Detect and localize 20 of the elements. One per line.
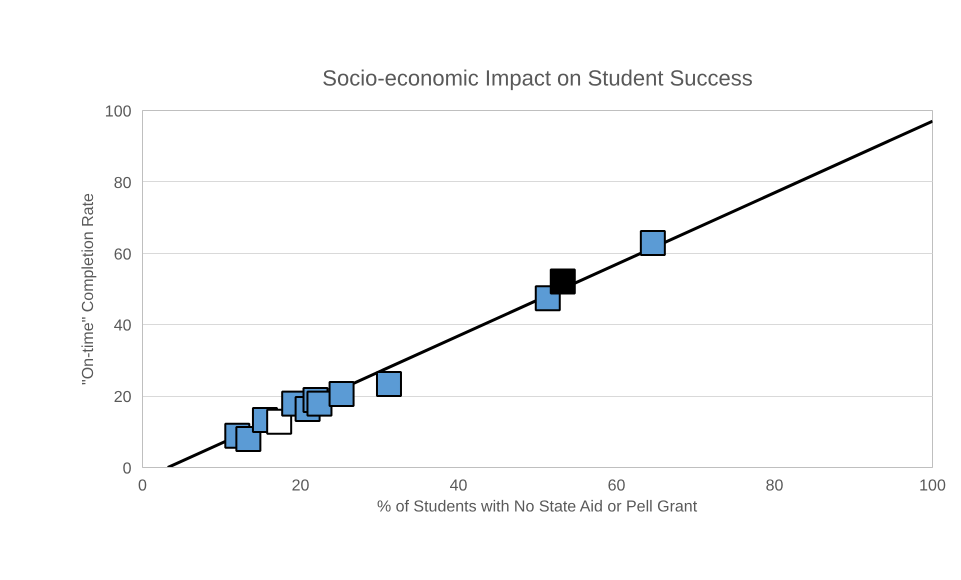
x-tick-label: 0 xyxy=(138,478,148,494)
y-tick-label: 80 xyxy=(114,174,132,192)
y-axis-title: "On-time" Completion Rate xyxy=(80,192,97,385)
x-tick-label: 100 xyxy=(919,478,946,494)
x-tick-label: 20 xyxy=(292,478,310,494)
x-tick-label: 40 xyxy=(450,478,468,494)
y-tick-label: 100 xyxy=(104,104,132,120)
y-tick-label: 0 xyxy=(122,460,132,478)
point xyxy=(328,380,355,407)
y-tick-label: 60 xyxy=(114,246,132,264)
y-tick-label: 20 xyxy=(114,389,132,406)
point xyxy=(640,230,666,256)
point xyxy=(550,268,576,295)
chart-title: Socio-economic Impact on Student Success xyxy=(322,66,753,90)
x-axis-title: % of Students with No State Aid or Pell Grant xyxy=(376,498,698,516)
x-tick-label: 60 xyxy=(608,478,626,494)
y-tick-label: 40 xyxy=(114,318,132,335)
x-tick-label: 80 xyxy=(766,478,784,494)
point xyxy=(235,426,262,452)
point xyxy=(376,370,402,397)
